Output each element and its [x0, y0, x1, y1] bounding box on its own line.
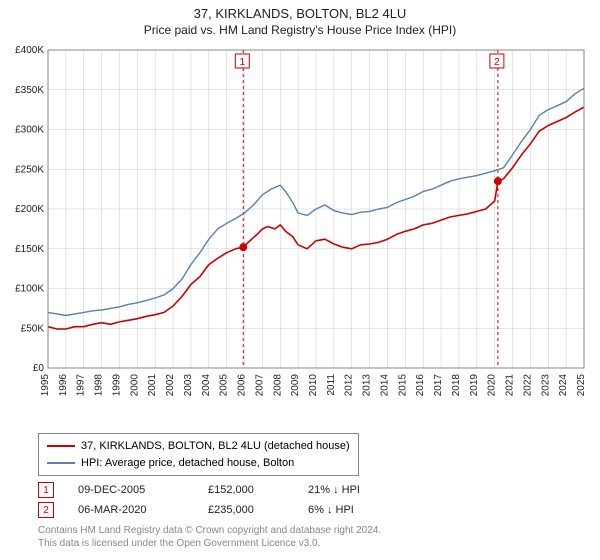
svg-text:2025: 2025 [576, 374, 587, 397]
legend: 37, KIRKLANDS, BOLTON, BL2 4LU (detached… [38, 433, 359, 476]
tx-price: £235,000 [208, 504, 308, 516]
svg-text:2022: 2022 [522, 374, 533, 397]
chart-svg: £0 £50K £100K £150K £200K £250K £300K £350K £400… [0, 40, 600, 420]
tx-diff: 21% ↓ HPI [308, 484, 398, 496]
svg-text:2016: 2016 [415, 374, 426, 397]
svg-text:1999: 1999 [111, 374, 122, 397]
svg-text:1998: 1998 [94, 374, 105, 397]
tx-price: £152,000 [208, 484, 308, 496]
svg-text:2002: 2002 [165, 374, 176, 397]
legend-swatch-hpi [47, 462, 75, 464]
svg-text:2008: 2008 [272, 374, 283, 397]
svg-text:£100K: £100K [15, 284, 44, 295]
svg-text:£250K: £250K [15, 164, 44, 175]
svg-text:1996: 1996 [58, 374, 69, 397]
chart-subtitle: Price paid vs. HM Land Registry's House … [0, 23, 600, 41]
svg-text:2017: 2017 [433, 374, 444, 397]
svg-text:2006: 2006 [237, 374, 248, 397]
svg-text:2020: 2020 [487, 374, 498, 397]
legend-row-hpi: HPI: Average price, detached house, Bolt… [47, 455, 350, 472]
svg-text:£350K: £350K [15, 85, 44, 96]
legend-label-hpi: HPI: Average price, detached house, Bolt… [81, 455, 294, 472]
tx-diff: 6% ↓ HPI [308, 504, 398, 516]
svg-text:2010: 2010 [308, 374, 319, 397]
transaction-row: 2 06-MAR-2020 £235,000 6% ↓ HPI [38, 500, 398, 520]
footer-attribution: Contains HM Land Registry data © Crown c… [38, 524, 381, 550]
svg-text:2018: 2018 [451, 374, 462, 397]
svg-text:2014: 2014 [379, 374, 390, 397]
svg-text:£0: £0 [33, 363, 45, 374]
transaction-table: 1 09-DEC-2005 £152,000 21% ↓ HPI 2 06-MA… [38, 480, 398, 520]
svg-text:2015: 2015 [397, 374, 408, 397]
svg-text:2004: 2004 [201, 374, 212, 397]
footer-line-1: Contains HM Land Registry data © Crown c… [38, 524, 381, 537]
svg-text:2001: 2001 [147, 374, 158, 397]
svg-text:£400K: £400K [15, 45, 44, 56]
svg-text:1: 1 [240, 57, 246, 68]
svg-text:2009: 2009 [290, 374, 301, 397]
legend-swatch-subject [47, 445, 75, 447]
svg-text:2007: 2007 [254, 374, 265, 397]
tx-marker-1: 1 [38, 482, 54, 498]
svg-text:2024: 2024 [558, 374, 569, 397]
footer-line-2: This data is licensed under the Open Gov… [38, 537, 381, 550]
svg-text:2021: 2021 [505, 374, 516, 397]
chart-area: £0 £50K £100K £150K £200K £250K £300K £350K £400… [0, 40, 600, 420]
legend-row-subject: 37, KIRKLANDS, BOLTON, BL2 4LU (detached… [47, 438, 350, 455]
svg-text:2013: 2013 [362, 374, 373, 397]
svg-text:2019: 2019 [469, 374, 480, 397]
svg-text:2012: 2012 [344, 374, 355, 397]
svg-text:£300K: £300K [15, 125, 44, 136]
transaction-row: 1 09-DEC-2005 £152,000 21% ↓ HPI [38, 480, 398, 500]
legend-label-subject: 37, KIRKLANDS, BOLTON, BL2 4LU (detached… [81, 438, 350, 455]
svg-text:2: 2 [494, 57, 500, 68]
svg-text:£200K: £200K [15, 204, 44, 215]
chart-title: 37, KIRKLANDS, BOLTON, BL2 4LU [0, 0, 600, 23]
svg-text:2000: 2000 [129, 374, 140, 397]
svg-text:£150K: £150K [15, 244, 44, 255]
svg-text:2003: 2003 [183, 374, 194, 397]
svg-text:1997: 1997 [76, 374, 87, 397]
tx-marker-2: 2 [38, 502, 54, 518]
svg-text:2005: 2005 [219, 374, 230, 397]
chart-container: 37, KIRKLANDS, BOLTON, BL2 4LU Price pai… [0, 0, 600, 560]
tx-date: 06-MAR-2020 [78, 504, 208, 516]
svg-text:2011: 2011 [326, 374, 337, 396]
svg-text:£50K: £50K [21, 323, 45, 334]
svg-text:1995: 1995 [40, 374, 51, 397]
svg-text:2023: 2023 [540, 374, 551, 397]
tx-date: 09-DEC-2005 [78, 484, 208, 496]
